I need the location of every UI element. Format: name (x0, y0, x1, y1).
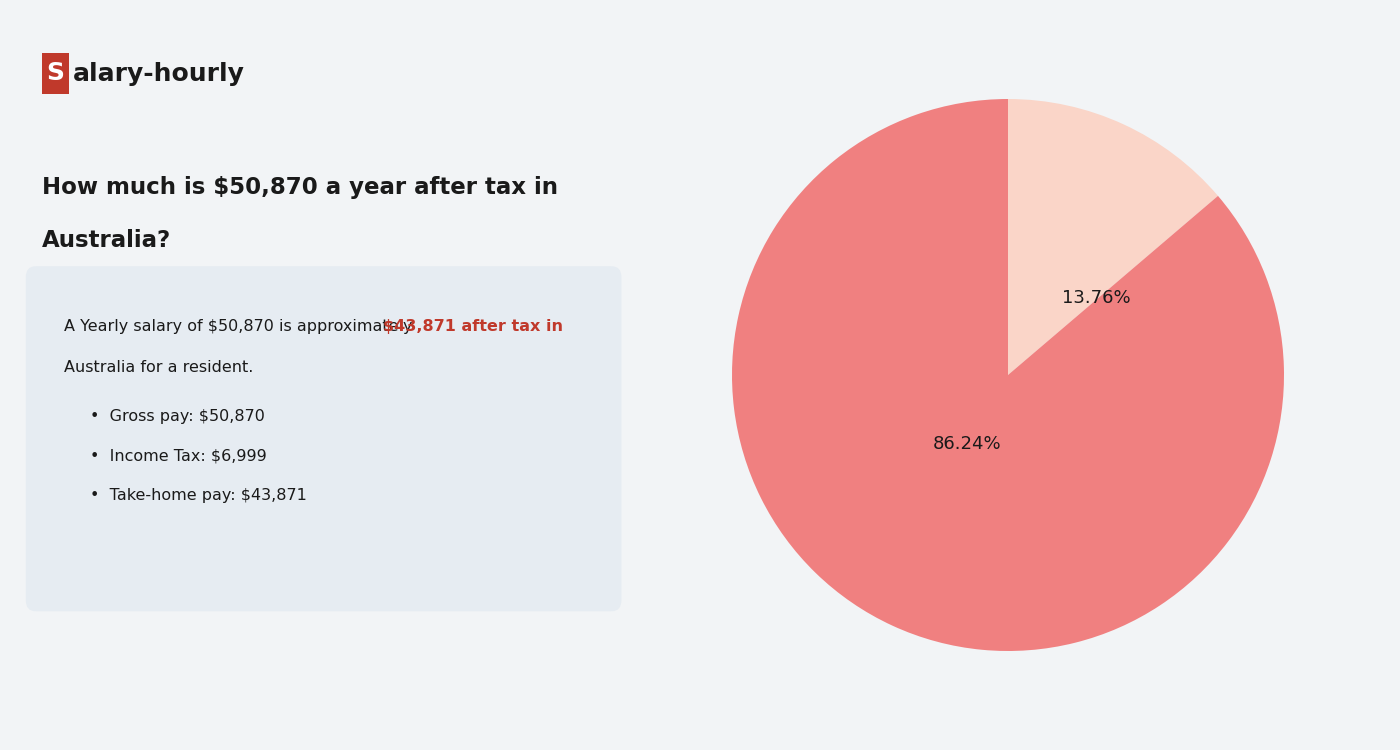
Text: How much is $50,870 a year after tax in: How much is $50,870 a year after tax in (42, 176, 557, 200)
FancyBboxPatch shape (25, 266, 622, 611)
Text: 86.24%: 86.24% (932, 435, 1001, 453)
Text: A Yearly salary of $50,870 is approximately: A Yearly salary of $50,870 is approximat… (64, 319, 419, 334)
Wedge shape (732, 99, 1284, 651)
Text: •  Gross pay: $50,870: • Gross pay: $50,870 (90, 409, 265, 424)
Text: Australia for a resident.: Australia for a resident. (64, 360, 253, 375)
Text: $43,871 after tax in: $43,871 after tax in (384, 319, 563, 334)
Text: 13.76%: 13.76% (1063, 289, 1131, 307)
Text: Australia?: Australia? (42, 229, 171, 252)
Wedge shape (1008, 99, 1218, 375)
Text: alary-hourly: alary-hourly (73, 62, 245, 86)
Text: •  Income Tax: $6,999: • Income Tax: $6,999 (90, 448, 267, 464)
Text: •  Take-home pay: $43,871: • Take-home pay: $43,871 (90, 488, 307, 503)
FancyBboxPatch shape (42, 53, 69, 94)
Text: S: S (46, 62, 64, 86)
Text: A Yearly salary of $50,870 is approximately $43,871 after tax: A Yearly salary of $50,870 is approximat… (64, 319, 564, 338)
